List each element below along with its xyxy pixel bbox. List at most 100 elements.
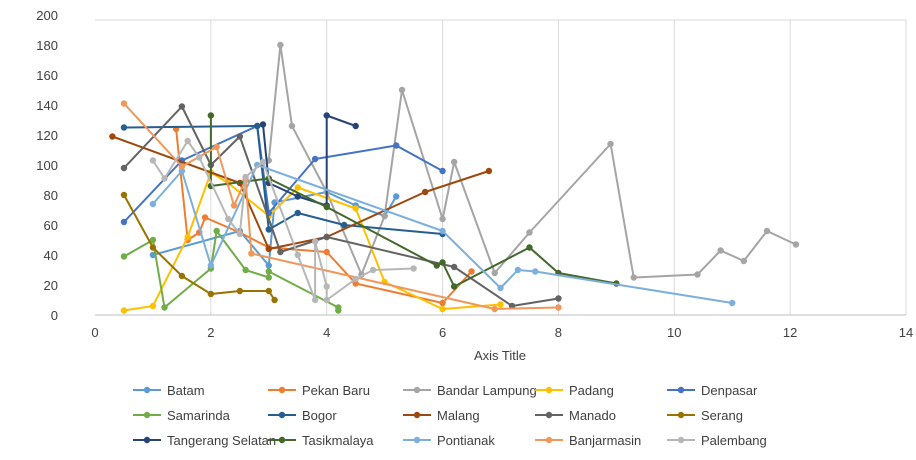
data-point <box>398 86 406 94</box>
data-point <box>120 191 128 199</box>
legend-label: Denpasar <box>701 383 758 398</box>
x-tick-label: 14 <box>899 325 913 340</box>
data-point <box>161 175 168 182</box>
data-point <box>236 230 244 238</box>
data-point <box>225 215 232 223</box>
data-point <box>288 122 296 130</box>
data-point <box>497 301 504 308</box>
legend-swatch-marker <box>677 411 685 419</box>
legend-label: Padang <box>569 383 614 398</box>
data-point <box>271 296 278 304</box>
data-point <box>335 307 342 314</box>
data-point <box>630 274 637 281</box>
data-point <box>120 218 128 226</box>
series-pontianak <box>149 161 736 307</box>
data-point <box>149 200 157 208</box>
legend-label: Banjarmasin <box>569 433 641 448</box>
data-point <box>259 158 267 166</box>
data-point <box>468 268 475 275</box>
data-point <box>729 299 736 307</box>
data-point <box>109 133 116 140</box>
data-point <box>439 305 446 313</box>
y-tick-label: 140 <box>36 98 58 113</box>
data-point <box>178 103 186 110</box>
legend-item: Pekan Baru <box>268 383 370 398</box>
data-point <box>450 283 458 290</box>
data-point <box>207 262 215 269</box>
legend-item: Samarinda <box>133 408 231 423</box>
x-tick-label: 4 <box>323 325 330 340</box>
data-point <box>161 304 168 311</box>
data-point <box>265 268 272 275</box>
series-line <box>123 105 559 307</box>
data-point <box>149 244 157 251</box>
legend-swatch-marker <box>545 436 553 444</box>
y-tick-label: 120 <box>36 128 58 143</box>
data-point <box>120 307 128 314</box>
legend-label: Palembang <box>701 433 767 448</box>
legend-swatch-marker <box>545 411 553 419</box>
legend-label: Bandar Lampung <box>437 383 537 398</box>
data-point <box>410 265 417 272</box>
legend-swatch-marker <box>278 386 286 394</box>
data-point <box>340 221 348 229</box>
data-point <box>184 233 191 241</box>
data-point <box>149 236 157 244</box>
legend-label: Manado <box>569 408 616 423</box>
data-point <box>259 121 267 128</box>
legend-label: Pontianak <box>437 433 495 448</box>
data-point <box>323 112 330 119</box>
data-point <box>230 202 238 209</box>
series-tasikmalaya <box>207 112 620 290</box>
legend-item: Denpasar <box>667 383 758 398</box>
data-point <box>149 157 157 164</box>
x-tick-label: 12 <box>783 325 797 340</box>
legend-swatch-marker <box>677 386 685 394</box>
legend-label: Serang <box>701 408 743 423</box>
data-point <box>352 205 359 212</box>
data-point <box>352 275 359 283</box>
data-point <box>323 203 330 211</box>
legend-item: Manado <box>535 408 616 423</box>
data-point <box>311 238 319 245</box>
data-point <box>265 262 272 269</box>
legend-label: Samarinda <box>167 408 231 423</box>
legend-label: Tangerang Selatan <box>167 433 276 448</box>
legend-item: Malang <box>403 408 480 423</box>
legend-swatch-marker <box>545 386 553 394</box>
legend-item: Tangerang Selatan <box>133 433 276 448</box>
data-point <box>196 154 203 161</box>
data-point <box>323 233 330 241</box>
series-banjarmasin <box>120 100 562 313</box>
legend-item: Batam <box>133 383 205 398</box>
series-line <box>209 115 617 288</box>
data-point <box>120 100 128 107</box>
legend-label: Tasikmalaya <box>302 433 374 448</box>
legend-swatch-marker <box>413 411 421 419</box>
data-point <box>526 229 533 236</box>
data-point <box>555 304 562 311</box>
legend-item: Banjarmasin <box>535 433 641 448</box>
data-point <box>277 248 284 256</box>
series-line <box>112 135 490 250</box>
data-point <box>439 215 446 223</box>
data-point <box>450 263 458 271</box>
data-point <box>236 287 244 295</box>
data-point <box>485 167 493 175</box>
data-point <box>514 266 522 274</box>
data-point <box>311 296 319 304</box>
y-tick-label: 40 <box>44 248 58 263</box>
legend-item: Serang <box>667 408 743 423</box>
legend-swatch-marker <box>143 436 151 444</box>
data-point <box>294 193 301 200</box>
data-point <box>497 284 504 292</box>
data-point <box>491 305 498 313</box>
series-line <box>267 44 797 279</box>
data-point <box>439 299 446 307</box>
y-tick-label: 20 <box>44 278 58 293</box>
legend-item: Padang <box>535 383 614 398</box>
data-point <box>294 209 301 217</box>
x-axis-title: Axis Title <box>474 348 526 363</box>
legend-swatch-marker <box>413 436 421 444</box>
